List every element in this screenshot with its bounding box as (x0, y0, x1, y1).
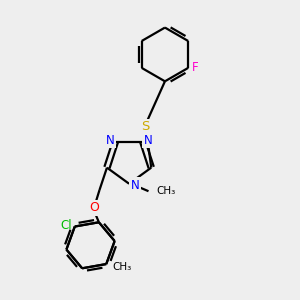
Text: O: O (89, 202, 99, 214)
Text: N: N (144, 134, 152, 147)
Text: N: N (131, 179, 140, 192)
Text: CH₃: CH₃ (112, 262, 131, 272)
Text: CH₃: CH₃ (156, 186, 176, 196)
Text: N: N (106, 134, 114, 147)
Text: F: F (191, 61, 198, 74)
Text: Cl: Cl (61, 218, 72, 232)
Text: S: S (141, 120, 149, 133)
